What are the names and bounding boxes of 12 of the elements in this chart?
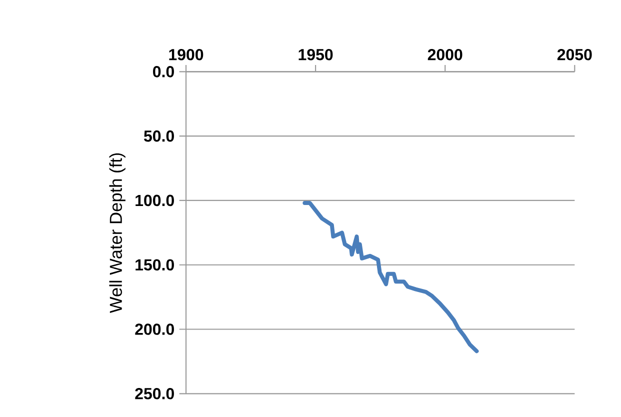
line-series [302, 201, 479, 354]
x-tick-label: 1900 [169, 48, 204, 60]
y-tick-label: 100.0 [136, 194, 174, 206]
y-tick-label: 250.0 [135, 388, 174, 400]
x-tick-label: 1950 [298, 48, 333, 60]
y-tick-label: 0.0 [153, 66, 174, 78]
x-tick-label: 2000 [428, 48, 462, 60]
x-tick-label: 2050 [557, 48, 592, 60]
y-tick-label: 200.0 [135, 324, 174, 335]
y-tick-label: 50.0 [144, 130, 174, 142]
y-axis-title: Well Water Depth (ft) [109, 153, 126, 313]
y-tick-label: 150.0 [136, 259, 174, 271]
